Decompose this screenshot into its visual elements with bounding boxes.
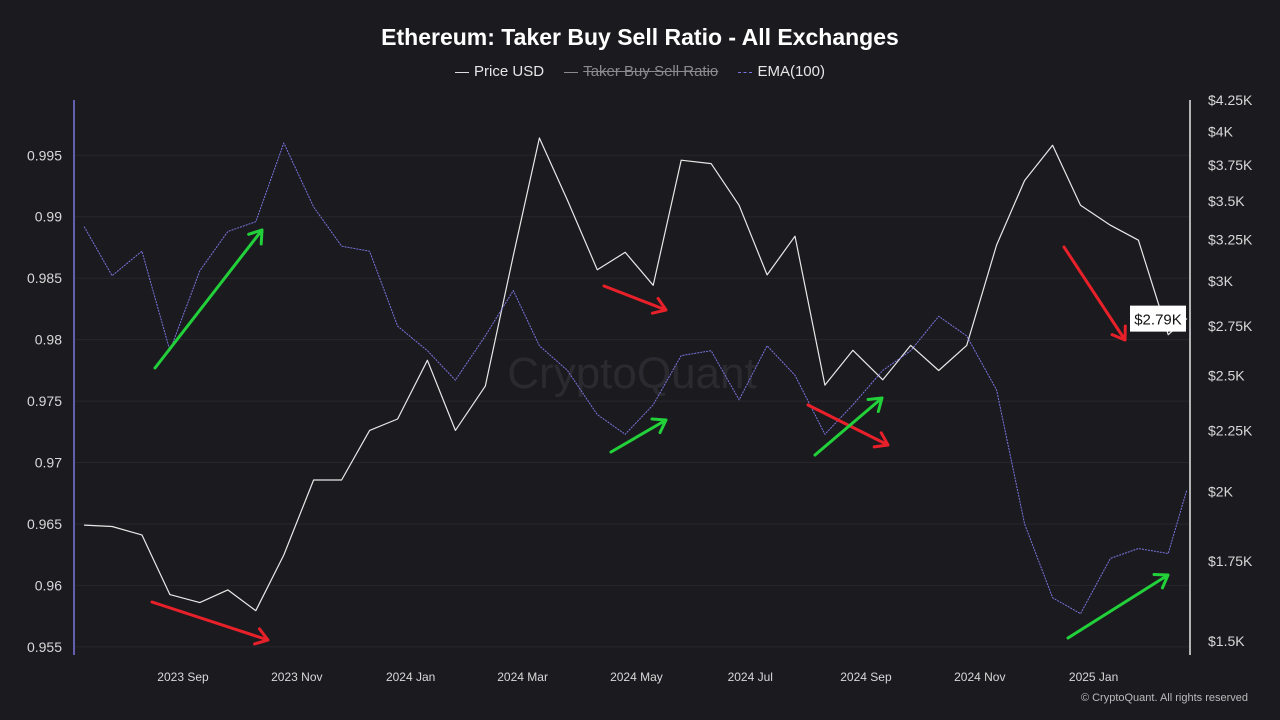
left-tick-label: 0.975 xyxy=(27,393,62,409)
right-tick-label: $3.75K xyxy=(1208,157,1253,173)
legend-item-ema[interactable]: EMA(100) xyxy=(738,63,825,80)
left-tick-label: 0.965 xyxy=(27,516,62,532)
right-tick-label: $2.5K xyxy=(1208,368,1245,384)
left-tick-label: 0.985 xyxy=(27,270,62,286)
green-arrow-up-icon xyxy=(153,228,264,370)
left-tick-label: 0.98 xyxy=(35,332,62,348)
red-arrow-down-icon xyxy=(602,284,668,315)
right-tick-label: $3K xyxy=(1208,273,1234,289)
left-tick-label: 0.995 xyxy=(27,147,62,163)
watermark: CryptoQuant xyxy=(507,349,756,398)
right-tick-label: $4.25K xyxy=(1208,92,1253,108)
legend-label: EMA(100) xyxy=(757,63,825,80)
x-tick-label: 2024 Nov xyxy=(954,670,1005,684)
x-tick-label: 2024 Jan xyxy=(386,670,435,684)
legend-label: Taker Buy Sell Ratio xyxy=(583,63,719,80)
right-tick-label: $4K xyxy=(1208,123,1234,139)
current-price-label: $2.79K xyxy=(1134,312,1182,329)
current-price-badge xyxy=(1130,305,1186,332)
left-tick-label: 0.96 xyxy=(35,577,62,593)
x-tick-label: 2024 Jul xyxy=(728,670,773,684)
right-tick-label: $2.25K xyxy=(1208,422,1253,438)
left-tick-label: 0.99 xyxy=(35,209,62,225)
chart-title: Ethereum: Taker Buy Sell Ratio - All Exc… xyxy=(381,24,899,50)
right-tick-label: $1.5K xyxy=(1208,633,1245,649)
x-tick-label: 2024 Mar xyxy=(497,670,548,684)
right-tick-label: $3.25K xyxy=(1208,231,1253,247)
legend-item-taker-ratio[interactable]: Taker Buy Sell Ratio xyxy=(564,63,718,80)
legend: Price USD Taker Buy Sell Ratio EMA(100) xyxy=(0,63,1280,80)
line-swatch-icon xyxy=(564,71,579,73)
legend-label: Price USD xyxy=(474,63,545,80)
x-tick-label: 2023 Nov xyxy=(271,670,322,684)
x-tick-label: 2023 Sep xyxy=(157,670,209,684)
red-arrow-down-icon xyxy=(1062,245,1127,342)
legend-item-price[interactable]: Price USD xyxy=(455,63,544,80)
x-tick-label: 2024 Sep xyxy=(840,670,892,684)
x-tick-label: 2025 Jan xyxy=(1069,670,1118,684)
left-tick-label: 0.97 xyxy=(35,455,62,471)
right-tick-label: $2K xyxy=(1208,484,1234,500)
price-usd-line xyxy=(84,137,1188,612)
copyright-footer: © CryptoQuant. All rights reserved xyxy=(1080,692,1248,704)
right-tick-label: $2.75K xyxy=(1208,318,1253,334)
green-arrow-up-icon xyxy=(609,417,668,454)
red-arrow-down-icon xyxy=(150,600,270,646)
green-arrow-up-icon xyxy=(1066,572,1170,640)
right-tick-label: $1.75K xyxy=(1208,553,1253,569)
left-tick-label: 0.955 xyxy=(27,639,62,655)
x-tick-label: 2024 May xyxy=(610,670,663,684)
right-tick-label: $3.5K xyxy=(1208,193,1245,209)
dotted-line-swatch-icon xyxy=(738,71,753,73)
ema-100-line xyxy=(83,142,1188,615)
line-swatch-icon xyxy=(455,71,470,73)
green-arrow-up-icon xyxy=(813,396,884,457)
